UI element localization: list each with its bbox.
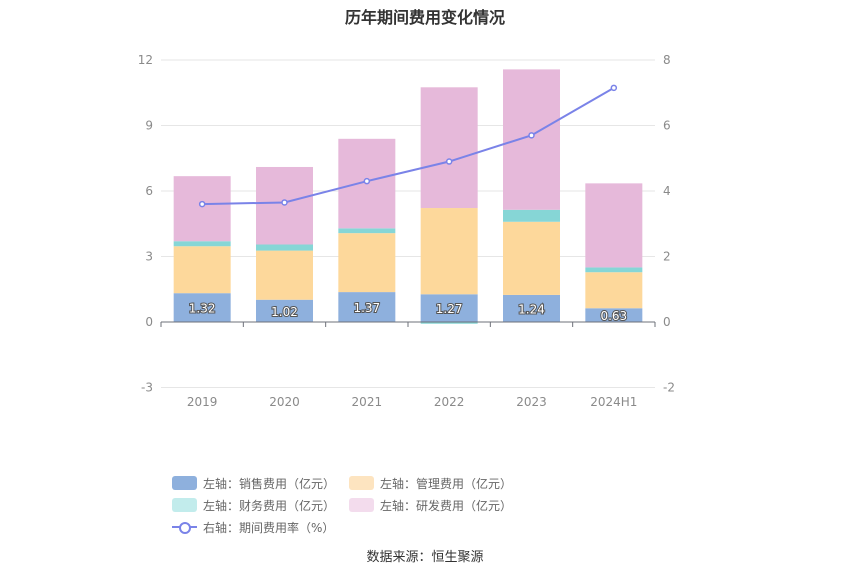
legend-line-marker-icon [172, 520, 197, 534]
x-tick-label: 2021 [352, 395, 383, 409]
left-tick-label: 9 [145, 119, 153, 133]
left-tick-label: 6 [145, 184, 153, 198]
sales-data-label: 1.02 [271, 305, 298, 319]
sales-bar [420, 294, 478, 322]
legend-item-rate[interactable]: 右轴：期间费用率（%） [172, 516, 334, 538]
sales-data-label: 1.32 [189, 302, 216, 316]
legend-swatch [349, 498, 375, 512]
x-tick-label: 2023 [516, 395, 547, 409]
legend-swatch [172, 476, 197, 490]
admin-bar [173, 246, 231, 294]
rate-point [198, 200, 206, 208]
data-source: 数据来源：恒生聚源 [366, 550, 484, 565]
rate-line-path [202, 86, 615, 206]
legend-label: 右轴：期间费用率（%） [203, 520, 335, 535]
admin-bar [338, 233, 396, 293]
right-tick-label: 0 [663, 315, 671, 329]
legend-swatch [172, 498, 197, 512]
sales-data-label: 1.24 [518, 302, 545, 316]
legend-label: 左轴：研发费用（亿元） [380, 498, 513, 513]
bars [173, 69, 643, 324]
chart-plot: 12 9 6 3 0 -3 8 6 4 2 0 -2 2019 2020 2021 2022 2023 202… [138, 53, 675, 409]
sales-data-label: 1.27 [436, 302, 463, 316]
legend-swatch [349, 476, 375, 490]
rnd-bar [503, 69, 560, 210]
admin-bar [256, 250, 313, 300]
sales-data-label: 1.37 [353, 301, 380, 315]
legend-label: 左轴：销售费用（亿元） [203, 476, 336, 491]
left-tick-label: 3 [145, 250, 153, 264]
x-tick-label: 2019 [187, 395, 218, 409]
left-tick-label: -3 [141, 381, 153, 395]
rnd-bar [585, 183, 643, 268]
sales-bar [173, 293, 231, 322]
rate-line [198, 84, 618, 208]
rnd-bar [420, 87, 478, 209]
rate-point [528, 132, 535, 139]
right-tick-label: 8 [663, 53, 671, 67]
bar-labels: 1.32 1.02 1.37 1.27 1.24 0.63 [188, 300, 628, 324]
legend-label: 左轴：管理费用（亿元） [380, 476, 513, 491]
legend-item-finance[interactable]: 左轴：财务费用（亿元） [172, 494, 335, 516]
left-tick-label: 0 [145, 315, 153, 329]
rate-point [610, 84, 618, 92]
admin-bar [420, 208, 478, 295]
right-tick-label: 4 [663, 184, 671, 198]
x-axis-ticks: 2019 2020 2021 2022 2023 2024H1 [187, 395, 638, 409]
admin-bar [503, 221, 560, 295]
x-tick-label: 2022 [434, 395, 465, 409]
rate-point [281, 199, 288, 206]
sales-bar [338, 292, 396, 322]
finance-bar [585, 267, 643, 273]
rate-point [363, 177, 371, 185]
right-tick-label: 2 [663, 250, 671, 264]
x-tick-label: 2024H1 [590, 395, 637, 409]
sales-bar [503, 294, 560, 322]
right-tick-label: 6 [663, 119, 671, 133]
finance-bar [503, 209, 560, 222]
rnd-bar [173, 176, 231, 242]
rnd-bar [256, 166, 313, 245]
sales-data-label: 0.63 [600, 309, 627, 323]
rate-point [445, 158, 453, 165]
chart-title: 历年期间费用变化情况 [344, 8, 505, 27]
sales-bar [256, 299, 313, 322]
legend-label: 左轴：财务费用（亿元） [203, 498, 336, 513]
legend: 左轴：销售费用（亿元） 左轴：管理费用（亿元） 左轴：财务费用（亿元） 左轴：研发费用… [172, 472, 692, 538]
legend-item-admin[interactable]: 左轴：管理费用（亿元） [349, 472, 512, 494]
grid-lines [161, 59, 655, 388]
admin-bar [585, 272, 643, 309]
finance-bar [420, 322, 478, 324]
left-axis-ticks: 12 9 6 3 0 -3 [138, 53, 153, 395]
right-tick-label: -2 [663, 381, 675, 395]
legend-item-sales[interactable]: 左轴：销售费用（亿元） [172, 472, 335, 494]
x-tick-label: 2020 [269, 395, 300, 409]
left-tick-label: 12 [138, 53, 153, 67]
right-axis-ticks: 8 6 4 2 0 -2 [663, 53, 675, 395]
sales-bar [585, 308, 643, 322]
finance-bar [256, 244, 313, 251]
x-axis [160, 321, 656, 327]
finance-bar [173, 241, 231, 247]
legend-item-rnd[interactable]: 左轴：研发费用（亿元） [349, 494, 512, 516]
finance-bar [338, 228, 396, 234]
